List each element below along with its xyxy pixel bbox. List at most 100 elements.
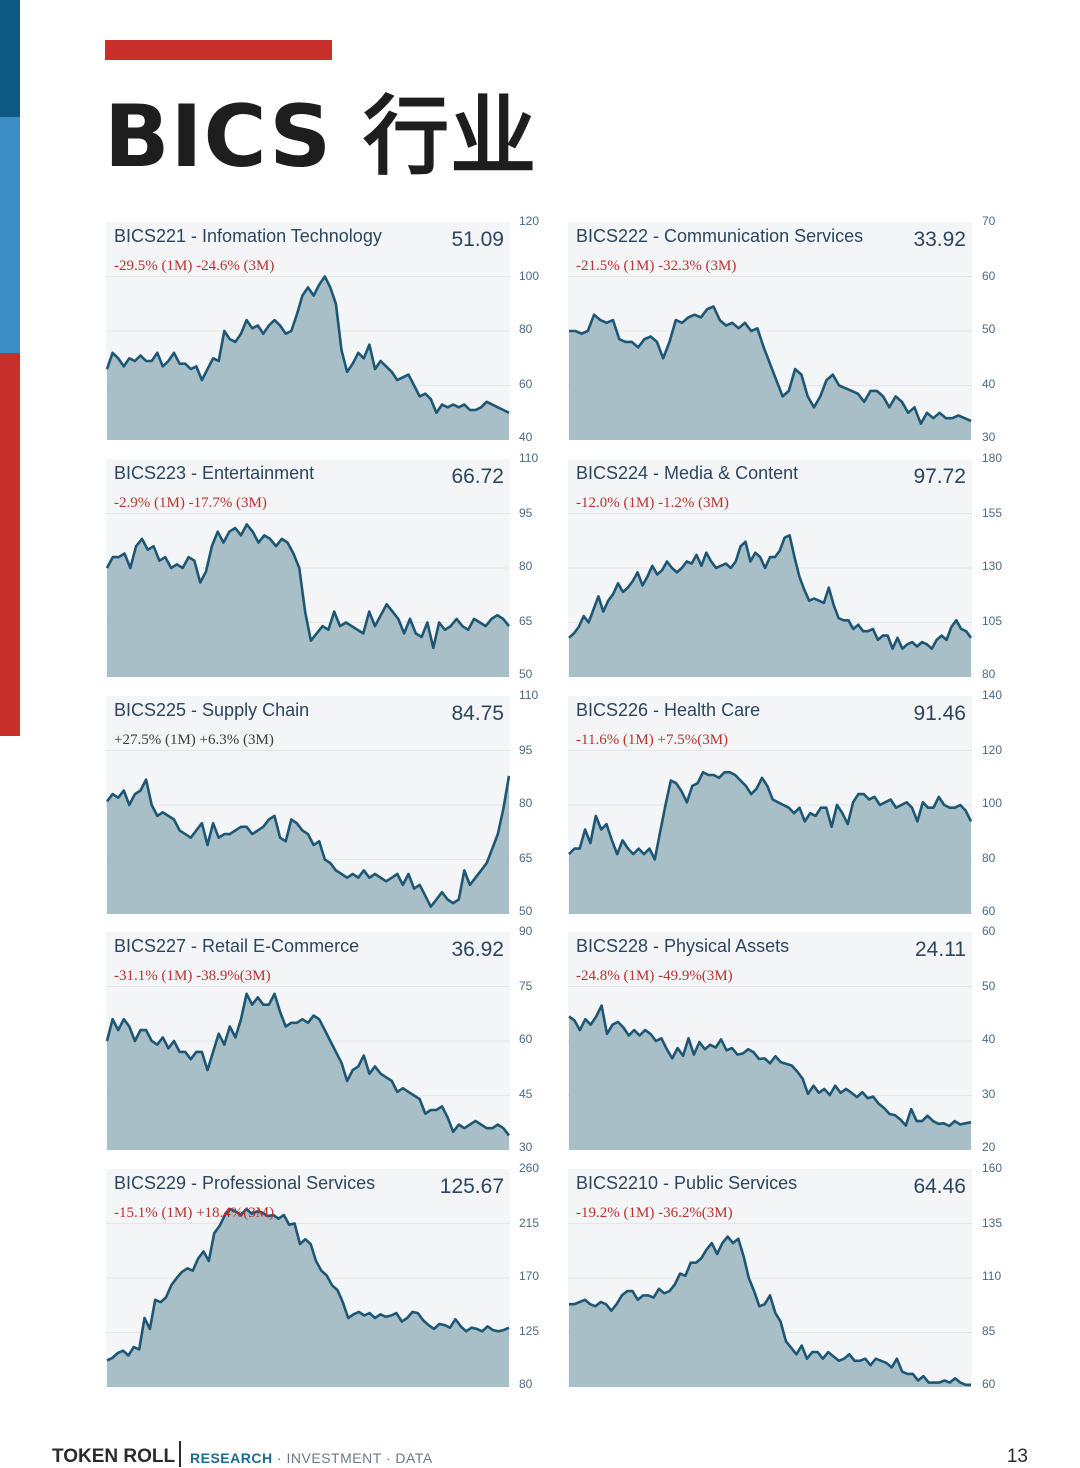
y-tick-label: 160 [982,1161,1003,1175]
y-tick-label: 110 [982,1269,1002,1283]
y-tick-label: 80 [519,796,533,810]
chart-title: BICS222 - Communication Services [576,226,864,246]
chart-last-value: 64.46 [913,1175,966,1198]
y-tick-label: 125 [519,1324,540,1338]
y-tick-label: 20 [982,1140,996,1154]
chart-svg [568,986,972,1150]
y-tick-label: 75 [519,979,533,993]
series-line [106,275,510,415]
chart-title: BICS226 - Health Care [576,700,761,720]
series-area [107,1209,509,1387]
chart-last-value: 125.67 [439,1175,504,1198]
chart-change: -19.2% (1M) -36.2%(3M) [576,1205,733,1221]
chart-title: BICS227 - Retail E-Commerce [114,936,360,956]
title-accent-bar [105,40,332,60]
y-tick-label: 130 [982,559,1003,573]
chart-last-value: 97.72 [913,465,966,488]
chart-change: -2.9% (1M) -17.7% (3M) [114,495,267,511]
y-tick-label: 30 [982,430,996,444]
chart-panel: BICS221 - Infomation Technology 51.09 -29.… [106,222,510,440]
chart-change: -12.0% (1M) -1.2% (3M) [576,495,729,511]
chart-last-value: 36.92 [451,938,504,961]
y-tick-label: 100 [982,796,1003,810]
chart-change: -21.5% (1M) -32.3% (3M) [576,258,737,274]
y-tick-label: 70 [982,214,996,228]
chart-svg [106,513,510,677]
y-tick-label: 60 [982,904,996,918]
series-area [107,276,509,440]
y-tick-label: 120 [982,743,1003,757]
series-area [569,1236,971,1387]
y-tick-label: 60 [519,1032,533,1046]
series-line [568,534,972,650]
chart-change: -29.5% (1M) -24.6% (3M) [114,258,275,274]
series-area [107,775,509,914]
chart-panel: BICS222 - Communication Services 33.92 -21… [568,222,972,440]
chart-panel: BICS229 - Professional Services 125.67 -15… [106,1169,510,1387]
series-line [569,305,972,425]
y-tick-label: 170 [519,1269,540,1283]
series-line [106,1207,510,1362]
chart-title: BICS229 - Professional Services [114,1173,376,1193]
chart-svg [106,1207,510,1387]
chart-panel: BICS227 - Retail E-Commerce 36.92 -31.1% (… [106,932,510,1150]
chart-last-value: 84.75 [451,702,504,725]
series-area [107,993,509,1150]
chart-panel: BICS226 - Health Care 91.46 -11.6% (1M) +7… [568,696,972,914]
y-tick-label: 65 [519,614,533,628]
page-title: BICS 行业 [104,87,538,187]
chart-last-value: 33.92 [913,228,966,251]
series-area [107,524,509,677]
chart-title: BICS228 - Physical Assets [576,936,790,956]
side-bar-light-blue [0,117,20,353]
chart-last-value: 91.46 [913,702,966,725]
y-tick-label: 110 [519,688,539,702]
side-bar-red [0,353,20,736]
chart-svg [106,986,510,1150]
y-tick-label: 50 [519,904,533,918]
chart-svg [568,750,972,914]
y-tick-label: 95 [519,743,533,757]
y-tick-label: 60 [982,924,996,938]
side-bar-dark-blue [0,0,20,117]
y-tick-label: 40 [519,430,533,444]
y-tick-label: 100 [519,269,540,283]
chart-last-value: 51.09 [451,228,504,251]
series-area [569,306,971,440]
y-tick-label: 80 [519,1377,533,1391]
chart-svg [568,276,972,440]
y-tick-label: 50 [982,979,996,993]
chart-last-value: 24.11 [915,938,966,961]
chart-panel: BICS228 - Physical Assets 24.11 -24.8% (1M… [568,932,972,1150]
y-tick-label: 80 [982,667,996,681]
y-tick-label: 30 [982,1087,996,1101]
y-tick-label: 40 [982,377,996,391]
series-area [569,535,971,677]
series-line [106,775,510,908]
chart-svg [106,275,510,440]
y-tick-label: 90 [519,924,533,938]
series-line [568,1004,972,1128]
page-number: 13 [1006,1446,1028,1467]
chart-change: -15.1% (1M) +18.4%(3M) [114,1205,275,1221]
chart-title: BICS221 - Infomation Technology [114,226,382,246]
y-tick-label: 50 [982,322,996,336]
y-tick-label: 60 [519,377,533,391]
series-line [569,1235,971,1387]
y-tick-label: 120 [519,214,540,228]
chart-change: -11.6% (1M) +7.5%(3M) [576,732,729,748]
y-tick-label: 45 [519,1087,533,1101]
y-tick-label: 80 [982,851,996,865]
chart-panel: BICS224 - Media & Content 97.72 -12.0% (1M… [568,459,972,677]
chart-panel: BICS225 - Supply Chain 84.75 +27.5% (1M) +… [106,696,510,914]
y-tick-label: 140 [982,688,1003,702]
chart-title: BICS224 - Media & Content [576,463,799,483]
y-tick-label: 180 [982,451,1003,465]
footer-tagline: RESEARCH · INVESTMENT · DATA [190,1450,433,1466]
chart-svg [568,1223,972,1387]
chart-svg [568,513,972,677]
chart-title: BICS2210 - Public Services [576,1173,798,1193]
series-line [106,523,510,650]
y-tick-label: 155 [982,506,1003,520]
series-area [569,772,971,914]
